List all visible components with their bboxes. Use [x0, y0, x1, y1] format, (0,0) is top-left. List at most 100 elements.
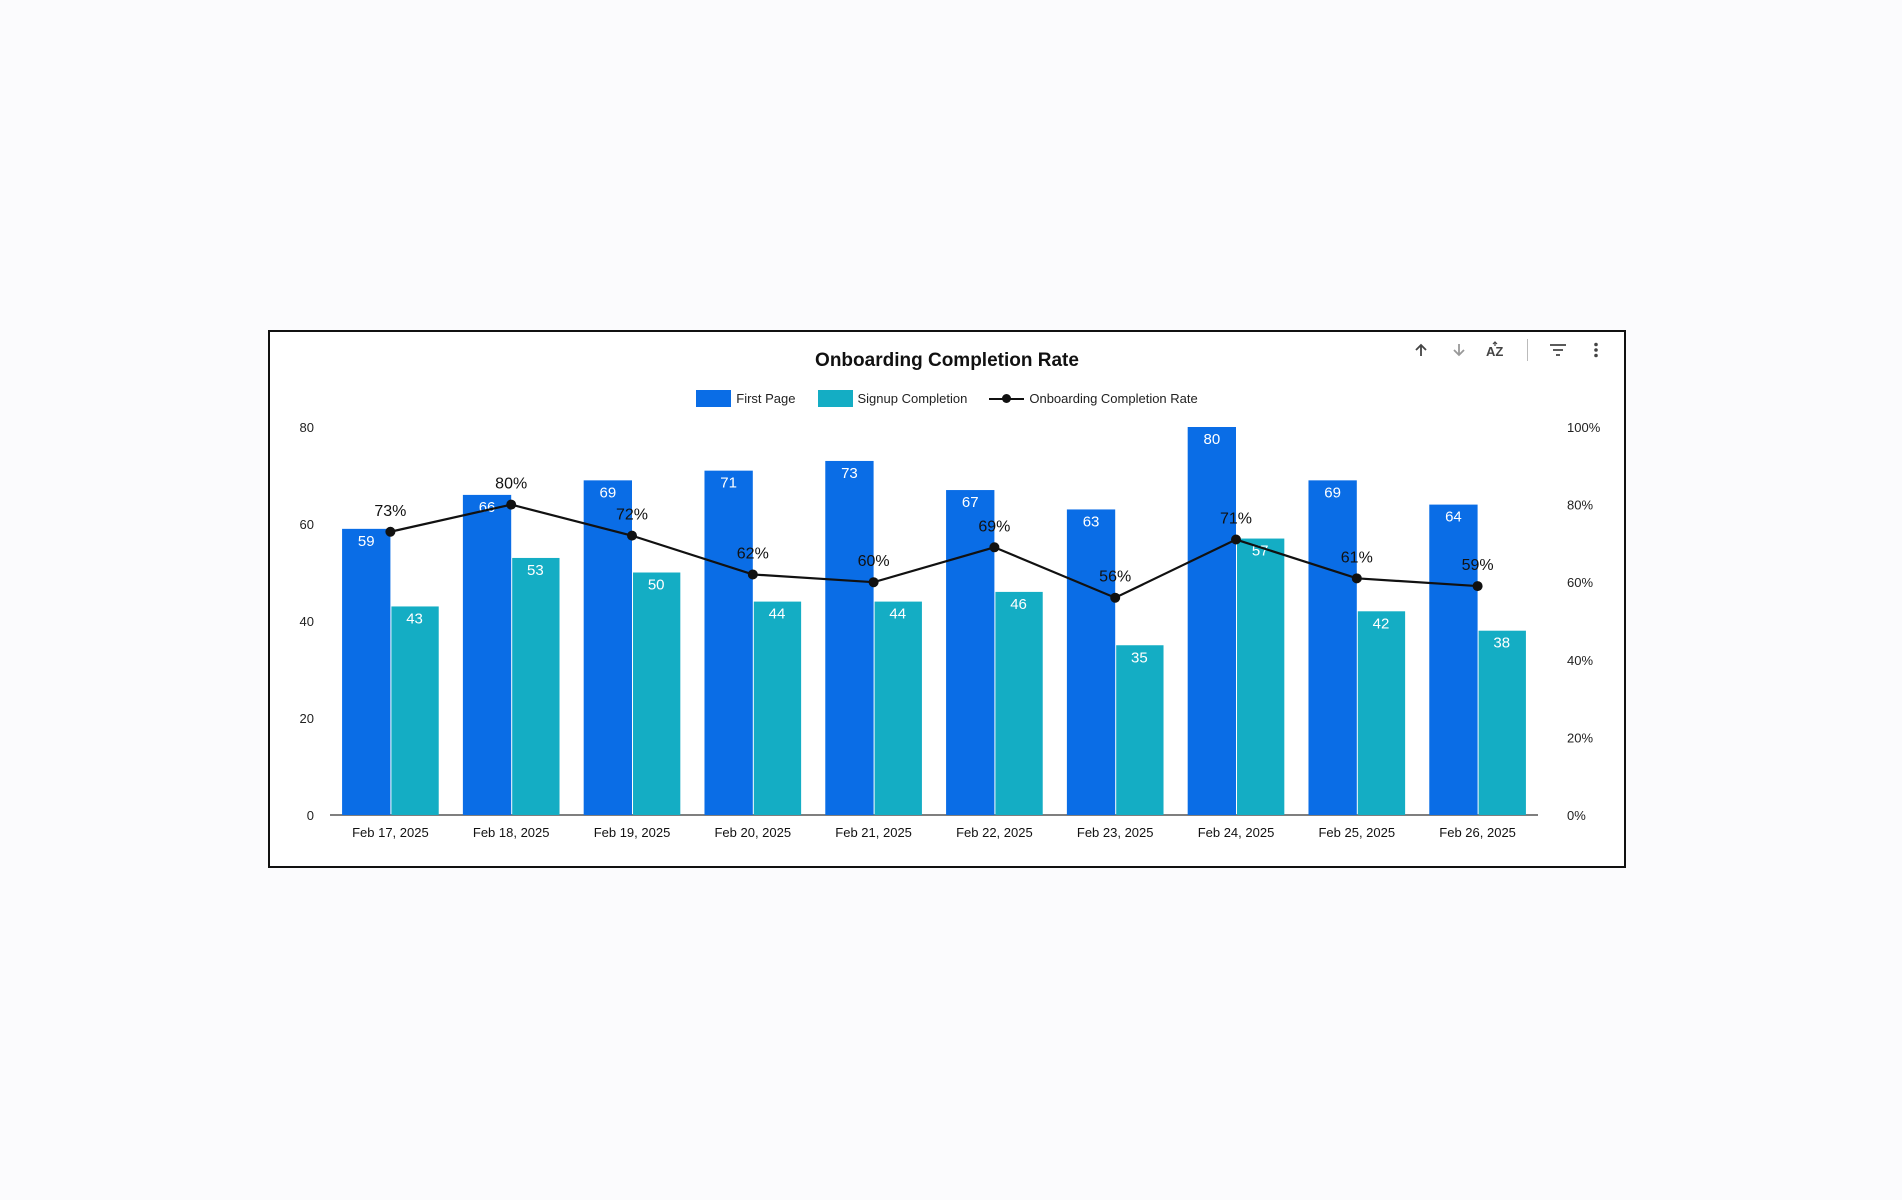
- bar-first-page: [946, 490, 995, 815]
- bar-value-label: 66: [479, 499, 496, 516]
- bar-value-label: 42: [1373, 615, 1390, 632]
- bar-first-page: [462, 494, 512, 815]
- filter-icon[interactable]: [1546, 338, 1570, 362]
- bar-signup-completion: [1478, 630, 1526, 815]
- y-tick-label: 60: [300, 517, 314, 532]
- chart-card: Onboarding Completion Rate AZ First Page…: [268, 330, 1626, 868]
- line-point: [747, 569, 758, 580]
- bar-value-label: 69: [1324, 484, 1341, 501]
- line-point: [1472, 581, 1483, 592]
- bar-value-label: 44: [889, 606, 906, 623]
- y-tick-label: 80: [300, 420, 314, 435]
- y-tick-label: 0: [307, 808, 314, 823]
- bar-value-label: 63: [1083, 513, 1100, 530]
- line-point: [989, 542, 1000, 553]
- bar-signup-completion: [633, 572, 681, 815]
- bar-value-label: 44: [769, 606, 786, 623]
- bar-first-page: [1187, 427, 1236, 815]
- y2-tick-label: 100%: [1567, 420, 1601, 435]
- bar-value-label: 46: [1010, 596, 1027, 613]
- line-point: [868, 577, 879, 588]
- chart-title: Onboarding Completion Rate: [815, 350, 1079, 371]
- y2-tick-label: 60%: [1567, 575, 1593, 590]
- bar-first-page: [1308, 480, 1357, 815]
- bar-value-label: 80: [1203, 431, 1220, 448]
- line-point: [506, 499, 517, 510]
- bar-value-label: 69: [599, 484, 616, 501]
- legend-label-signup-completion: Signup Completion: [857, 391, 968, 406]
- bar-first-page: [583, 480, 632, 815]
- legend-item-signup-completion[interactable]: Signup Completion: [817, 390, 968, 407]
- bar-value-label: 50: [648, 577, 665, 594]
- line-value-label: 60%: [858, 553, 890, 570]
- bar-value-label: 64: [1445, 509, 1462, 526]
- bar-first-page: [342, 528, 391, 815]
- bar-value-label: 67: [962, 494, 979, 511]
- line-value-label: 80%: [495, 476, 527, 493]
- bar-value-label: 35: [1131, 649, 1148, 666]
- y-tick-label: 20: [300, 711, 314, 726]
- y2-tick-label: 0%: [1567, 808, 1586, 823]
- bar-value-label: 73: [841, 465, 858, 482]
- line-value-label: 72%: [616, 507, 648, 524]
- svg-text:AZ: AZ: [1486, 344, 1503, 359]
- bar-value-label: 59: [358, 533, 375, 550]
- line-point: [627, 530, 637, 541]
- y-tick-label: 40: [300, 614, 314, 629]
- y2-tick-label: 40%: [1567, 653, 1593, 668]
- x-tick-label: Feb 25, 2025: [1318, 825, 1395, 840]
- arrow-down-icon[interactable]: [1447, 338, 1471, 362]
- sort-az-icon[interactable]: AZ: [1485, 338, 1509, 362]
- x-tick-label: Feb 23, 2025: [1077, 825, 1154, 840]
- legend-swatch-first-page: [696, 390, 732, 407]
- x-tick-label: Feb 17, 2025: [352, 825, 429, 840]
- x-tick-label: Feb 26, 2025: [1439, 825, 1516, 840]
- x-tick-label: Feb 21, 2025: [835, 825, 912, 840]
- toolbar-divider: [1527, 339, 1528, 361]
- line-value-label: 59%: [1462, 557, 1494, 574]
- bar-signup-completion: [1237, 538, 1285, 815]
- bar-value-label: 43: [406, 610, 423, 627]
- chart-toolbar: AZ: [1409, 338, 1608, 362]
- bar-value-label: 71: [720, 475, 737, 492]
- bar-value-label: 38: [1493, 635, 1510, 652]
- bar-signup-completion: [874, 601, 922, 815]
- bar-signup-completion: [512, 557, 560, 815]
- bar-value-label: 53: [527, 562, 544, 579]
- bar-signup-completion: [753, 601, 802, 815]
- chart-legend: First Page Signup Completion Onboarding …: [270, 390, 1624, 407]
- legend-label-first-page: First Page: [736, 391, 796, 406]
- line-point: [385, 526, 396, 537]
- bar-signup-completion: [1116, 645, 1164, 815]
- line-value-label: 71%: [1220, 511, 1252, 528]
- legend-swatch-signup-completion: [817, 390, 853, 407]
- bar-first-page: [1066, 509, 1116, 815]
- line-value-label: 69%: [978, 518, 1010, 535]
- line-value-label: 61%: [1341, 549, 1373, 566]
- line-value-label: 73%: [374, 503, 406, 520]
- x-tick-label: Feb 22, 2025: [956, 825, 1033, 840]
- x-tick-label: Feb 19, 2025: [594, 825, 671, 840]
- line-point: [1231, 534, 1241, 545]
- arrow-up-icon[interactable]: [1409, 338, 1433, 362]
- bar-signup-completion: [1357, 611, 1406, 815]
- line-completion-rate: [390, 503, 1478, 599]
- legend-label-completion-rate: Onboarding Completion Rate: [1029, 391, 1198, 406]
- line-point: [1351, 573, 1362, 584]
- bar-first-page: [825, 460, 874, 815]
- legend-item-completion-rate[interactable]: Onboarding Completion Rate: [989, 390, 1198, 407]
- more-vert-icon[interactable]: [1584, 338, 1608, 362]
- bar-signup-completion: [391, 606, 439, 815]
- bar-first-page: [1429, 504, 1478, 815]
- x-tick-label: Feb 18, 2025: [473, 825, 550, 840]
- line-value-label: 56%: [1099, 569, 1131, 586]
- legend-swatch-completion-rate: [989, 390, 1025, 407]
- x-tick-label: Feb 20, 2025: [714, 825, 791, 840]
- bar-first-page: [704, 470, 753, 815]
- line-value-label: 62%: [737, 545, 769, 562]
- y2-tick-label: 20%: [1567, 730, 1593, 745]
- bar-signup-completion: [995, 591, 1043, 815]
- x-tick-label: Feb 24, 2025: [1198, 825, 1275, 840]
- legend-item-first-page[interactable]: First Page: [696, 390, 796, 407]
- y2-tick-label: 80%: [1567, 498, 1593, 513]
